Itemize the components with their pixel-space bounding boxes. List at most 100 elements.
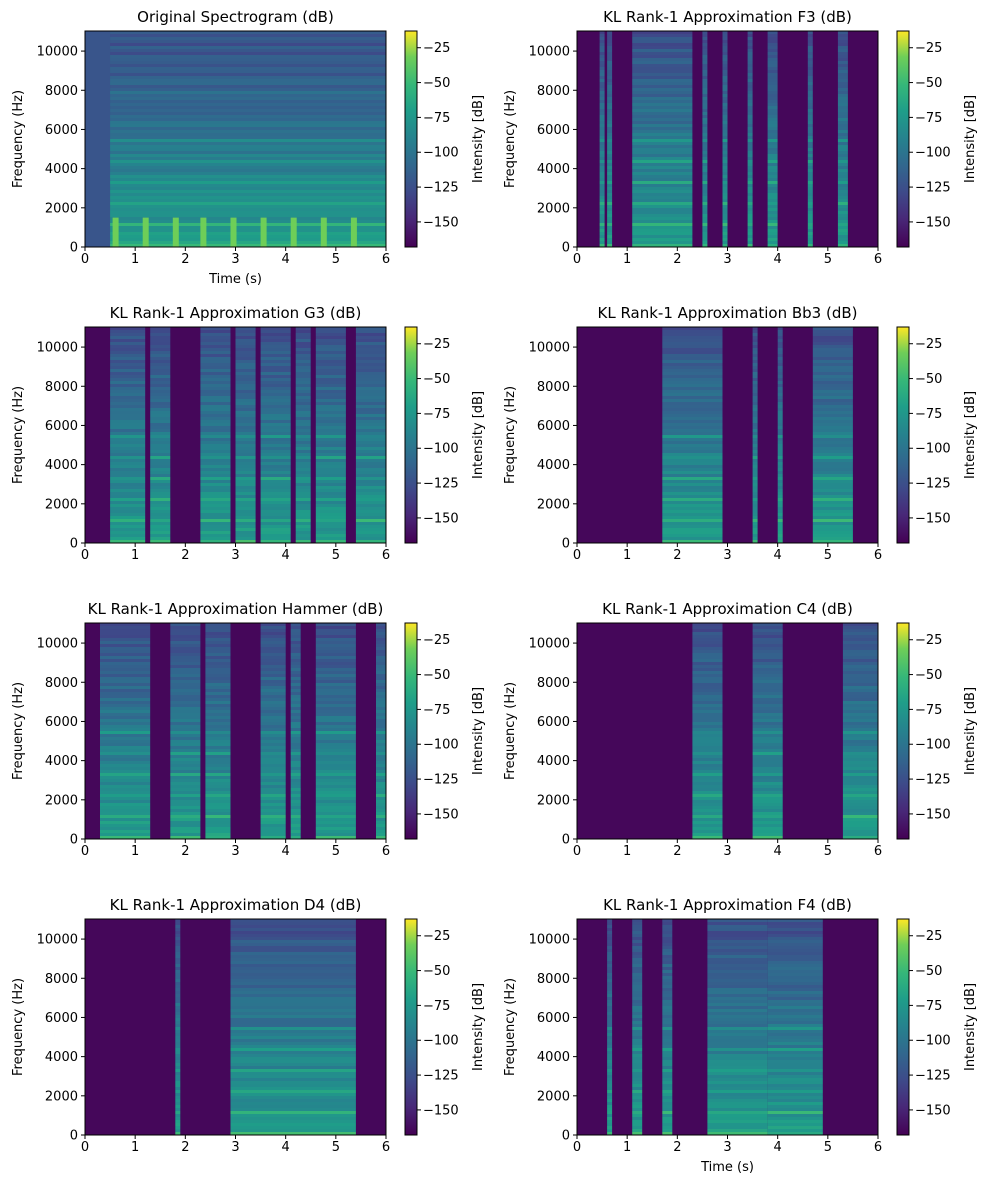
heatmap-band xyxy=(100,782,151,785)
active-segment xyxy=(842,623,878,839)
heatmap-band xyxy=(752,782,783,785)
heatmap-band xyxy=(632,181,693,184)
heatmap-band xyxy=(707,1021,768,1024)
heatmap-band xyxy=(170,629,201,632)
heatmap-band xyxy=(722,55,728,58)
heatmap-band xyxy=(807,43,813,46)
heatmap-band xyxy=(767,961,823,964)
heatmap-band xyxy=(607,1045,613,1048)
heatmap-band xyxy=(702,43,708,46)
heatmap-band xyxy=(100,680,151,683)
heatmap-band xyxy=(315,683,356,686)
heatmap-band xyxy=(662,979,673,982)
heatmap-band xyxy=(315,537,346,540)
heatmap-band xyxy=(205,761,231,764)
x-axis-label: Time (s) xyxy=(700,1160,754,1175)
heatmap-band xyxy=(722,100,728,103)
heatmap-band xyxy=(837,37,848,40)
heatmap-band xyxy=(150,354,171,357)
heatmap-band xyxy=(777,429,783,432)
heatmap-band xyxy=(842,749,878,752)
heatmap-band xyxy=(230,985,356,988)
heatmap-band xyxy=(205,641,231,644)
heatmap-band xyxy=(170,737,201,740)
heatmap-band xyxy=(315,791,356,794)
heatmap-band xyxy=(376,725,386,728)
heatmap-band xyxy=(607,1078,613,1081)
heatmap-band xyxy=(175,964,181,967)
heatmap-band xyxy=(100,836,151,839)
heatmap-band xyxy=(692,746,723,749)
heatmap-band xyxy=(777,474,783,477)
heatmap-band xyxy=(767,199,778,202)
heatmap-band xyxy=(110,190,386,193)
heatmap-band xyxy=(295,540,311,543)
heatmap-band xyxy=(837,145,848,148)
heatmap-band xyxy=(376,632,386,635)
heatmap-band xyxy=(632,1036,643,1039)
heatmap-band xyxy=(777,366,783,369)
colorbar-tick-label: −125 xyxy=(423,773,459,788)
heatmap-band xyxy=(315,668,356,671)
heatmap-band xyxy=(355,330,386,333)
heatmap-band xyxy=(747,169,753,172)
heatmap-band xyxy=(355,483,386,486)
heatmap-band xyxy=(290,776,301,779)
heatmap-band xyxy=(607,133,613,136)
heatmap-band xyxy=(230,1045,356,1048)
heatmap-band xyxy=(722,49,728,52)
heatmap-band xyxy=(842,767,878,770)
heatmap-band xyxy=(662,480,723,483)
heatmap-band xyxy=(662,958,673,961)
heatmap-band xyxy=(376,761,386,764)
heatmap-band xyxy=(707,1078,768,1081)
heatmap-band xyxy=(767,922,823,925)
heatmap-band xyxy=(295,402,311,405)
heatmap-band xyxy=(747,79,753,82)
heatmap-band xyxy=(205,695,231,698)
heatmap-band xyxy=(260,707,286,710)
heatmap-band xyxy=(837,100,848,103)
heatmap-band xyxy=(632,46,693,49)
heatmap-band xyxy=(607,1003,613,1006)
heatmap-band xyxy=(599,217,605,220)
heatmap-band xyxy=(110,166,386,169)
heatmap-band xyxy=(175,967,181,970)
y-tick-label: 4000 xyxy=(537,1050,570,1065)
heatmap-band xyxy=(150,504,171,507)
heatmap-band xyxy=(662,976,673,979)
heatmap-band xyxy=(376,746,386,749)
heatmap-band xyxy=(842,659,878,662)
heatmap-band xyxy=(662,1045,673,1048)
active-segment xyxy=(607,31,613,247)
heatmap-band xyxy=(295,423,311,426)
heatmap-band xyxy=(607,127,613,130)
heatmap-band xyxy=(722,145,728,148)
heatmap-band xyxy=(235,375,256,378)
heatmap-band xyxy=(315,450,346,453)
heatmap-band xyxy=(777,537,783,540)
heatmap-band xyxy=(290,728,301,731)
y-tick-label: 4000 xyxy=(537,162,570,177)
heatmap-band xyxy=(230,946,356,949)
heatmap-band xyxy=(842,812,878,815)
heatmap-band xyxy=(260,327,291,330)
heatmap-band xyxy=(110,441,146,444)
heatmap-band xyxy=(747,76,753,79)
heatmap-band xyxy=(767,952,823,955)
note-onset xyxy=(230,217,237,247)
heatmap-band xyxy=(707,1129,768,1132)
heatmap-band xyxy=(632,991,643,994)
heatmap-band xyxy=(295,354,311,357)
heatmap-band xyxy=(707,988,768,991)
heatmap-band xyxy=(632,988,643,991)
heatmap-band xyxy=(235,333,256,336)
heatmap-band xyxy=(355,501,386,504)
heatmap-band xyxy=(607,169,613,172)
heatmap-band xyxy=(607,52,613,55)
heatmap-band xyxy=(812,435,853,438)
heatmap-band xyxy=(752,459,758,462)
heatmap-band xyxy=(355,489,386,492)
heatmap-band xyxy=(752,803,783,806)
heatmap-band xyxy=(175,1081,181,1084)
